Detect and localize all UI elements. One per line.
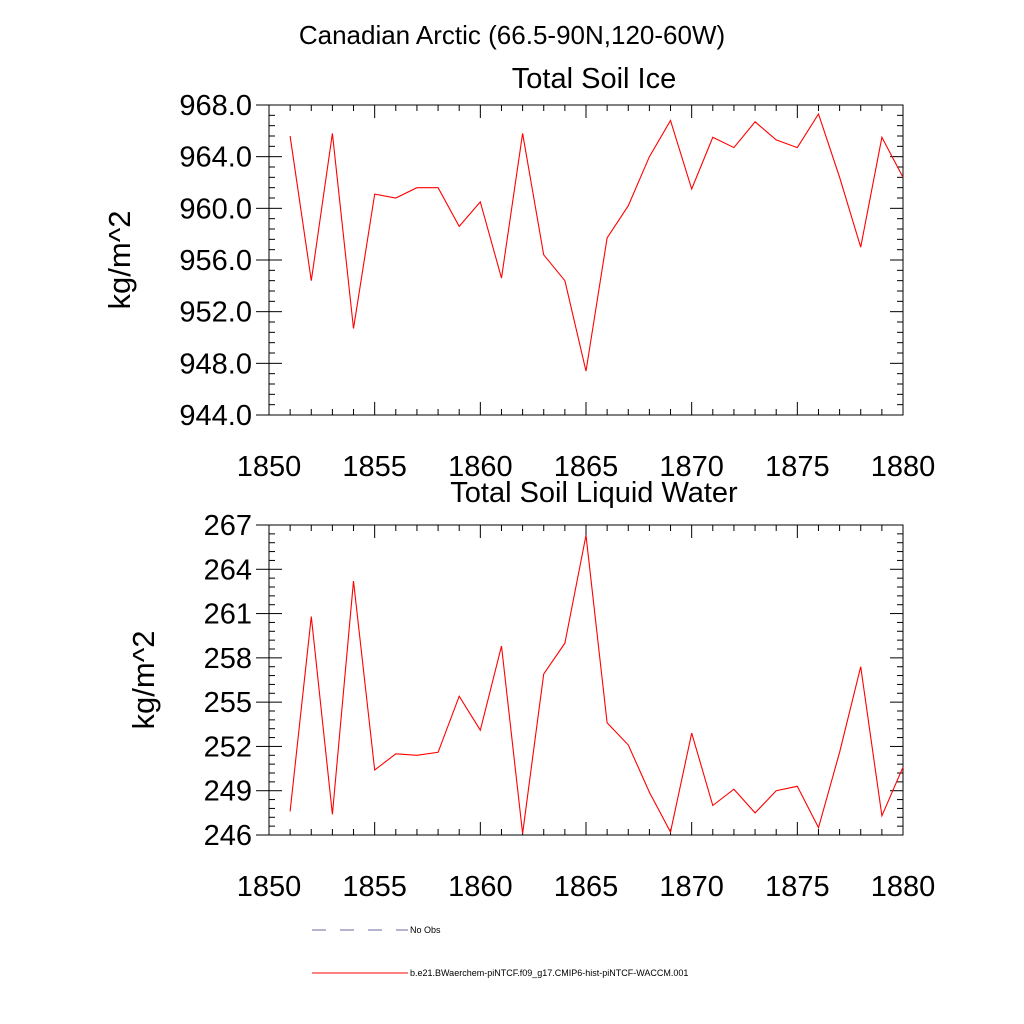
y-tick-label: 267 (204, 510, 252, 542)
x-tick-label: 1855 (342, 451, 407, 483)
x-tick-label: 1875 (765, 871, 830, 903)
y-tick-label: 948.0 (179, 348, 252, 380)
x-tick-label: 1870 (659, 451, 724, 483)
y-tick-label: 960.0 (179, 193, 252, 225)
y-tick-label: 255 (204, 687, 252, 719)
x-tick-label: 1880 (871, 871, 936, 903)
series-line (289, 535, 904, 834)
y-axis-label: kg/m^2 (102, 211, 137, 310)
soil-ice-panel: 1850 1855 1860 1865 1870 1875 1880 944.0 948.0 95… (102, 63, 935, 483)
series-line (289, 112, 904, 372)
legend-obs-entry: No Obs (312, 925, 441, 935)
y-axis-label: kg/m^2 (126, 631, 161, 730)
y-tick-label: 956.0 (179, 245, 252, 277)
y-tick-label: 944.0 (179, 400, 252, 432)
x-tick-label: 1855 (342, 871, 407, 903)
y-tick-label: 249 (204, 776, 252, 808)
legend-obs-label: No Obs (410, 925, 441, 935)
soil-liquid-water-panel: 1850 1855 1860 1865 1870 1875 1880 246 249 252 255… (126, 477, 935, 903)
x-tick-label: 1875 (765, 451, 830, 483)
figure-title: Canadian Arctic (66.5-90N,120-60W) (299, 20, 725, 50)
y-tick-label: 264 (204, 554, 252, 586)
x-tick-label: 1860 (448, 871, 513, 903)
legend-model-label: b.e21.BWaerchem-piNTCF.f09_g17.CMIP6-his… (410, 968, 688, 978)
x-tick-label: 1870 (659, 871, 724, 903)
panel-title: Total Soil Liquid Water (450, 477, 738, 509)
x-tick-label: 1865 (554, 451, 619, 483)
y-tick-label: 252 (204, 731, 252, 763)
y-tick-label: 258 (204, 643, 252, 675)
panel-title: Total Soil Ice (512, 63, 676, 95)
x-tick-label: 1865 (554, 871, 619, 903)
y-tick-label: 964.0 (179, 142, 252, 174)
x-tick-label: 1850 (237, 871, 302, 903)
x-tick-label: 1860 (448, 451, 513, 483)
legend-model-entry: b.e21.BWaerchem-piNTCF.f09_g17.CMIP6-his… (312, 968, 688, 978)
x-tick-label: 1880 (871, 451, 936, 483)
y-tick-label: 952.0 (179, 297, 252, 329)
y-tick-label: 968.0 (179, 90, 252, 122)
x-tick-label: 1850 (237, 451, 302, 483)
legend: No Obs b.e21.BWaerchem-piNTCF.f09_g17.CM… (312, 925, 688, 978)
y-tick-label: 246 (204, 820, 252, 852)
y-tick-label: 261 (204, 599, 252, 631)
